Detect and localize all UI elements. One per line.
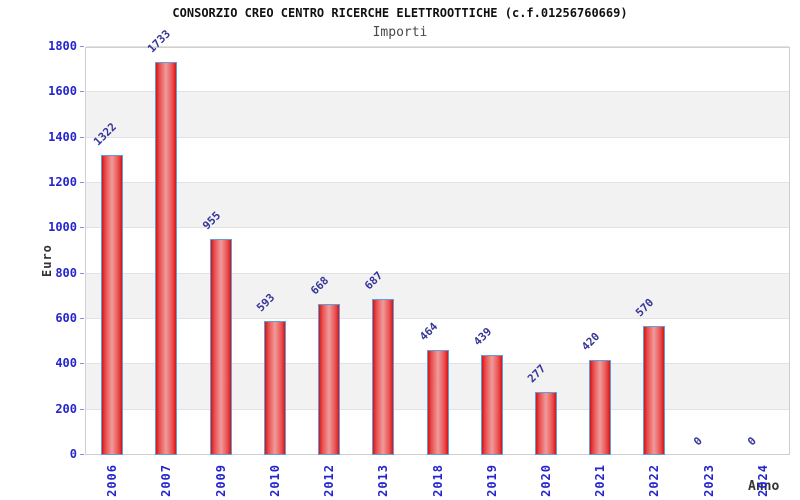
x-tick-label: 2010 bbox=[267, 464, 282, 497]
bar bbox=[372, 299, 395, 455]
x-tick-label: 2024 bbox=[755, 464, 770, 497]
x-tick-label: 2021 bbox=[593, 464, 608, 497]
y-tick-mark bbox=[80, 136, 84, 138]
grid-band bbox=[86, 46, 789, 91]
y-tick-label: 1400 bbox=[48, 129, 77, 144]
bar bbox=[318, 304, 341, 455]
chart-subtitle: Importi bbox=[372, 25, 428, 40]
y-tick-label: 1000 bbox=[48, 220, 77, 235]
plot-area bbox=[85, 46, 790, 455]
y-tick-label: 200 bbox=[55, 401, 77, 416]
chart-title: CONSORZIO CREO CENTRO RICERCHE ELETTROOT… bbox=[172, 6, 628, 20]
x-tick-label: 2009 bbox=[213, 464, 228, 497]
bar bbox=[589, 360, 612, 455]
y-tick-mark bbox=[80, 272, 84, 274]
y-tick-label: 600 bbox=[55, 311, 77, 325]
y-tick-mark bbox=[80, 363, 84, 365]
x-tick-label: 2018 bbox=[430, 464, 445, 497]
bar bbox=[263, 321, 286, 455]
grid-band bbox=[86, 227, 789, 272]
y-tick-label: 1200 bbox=[48, 175, 77, 189]
y-tick-label: 800 bbox=[55, 265, 77, 280]
y-tick-mark bbox=[80, 91, 84, 93]
x-tick-label: 2007 bbox=[159, 464, 174, 497]
bar bbox=[643, 326, 666, 455]
bar bbox=[480, 355, 503, 455]
x-tick-label: 2006 bbox=[105, 464, 120, 497]
x-tick-label: 2022 bbox=[647, 464, 662, 497]
bar bbox=[534, 392, 557, 455]
grid-band bbox=[86, 182, 789, 228]
y-tick-mark bbox=[80, 454, 84, 455]
grid-band bbox=[86, 91, 789, 137]
grid-band bbox=[86, 136, 789, 182]
x-tick-label: 2013 bbox=[376, 464, 391, 497]
x-tick-label: 2019 bbox=[484, 464, 499, 497]
x-tick-label: 2012 bbox=[322, 464, 337, 497]
bar bbox=[209, 239, 232, 455]
y-tick-label: 1600 bbox=[48, 84, 77, 99]
y-tick-mark bbox=[80, 408, 84, 410]
x-tick-label: 2020 bbox=[538, 464, 553, 497]
y-tick-label: 0 bbox=[69, 447, 77, 461]
x-tick-label: 2023 bbox=[701, 464, 716, 497]
grid-band bbox=[86, 318, 789, 363]
grid-band bbox=[86, 272, 789, 318]
x-axis-title: Anno bbox=[748, 479, 780, 494]
bar bbox=[426, 350, 449, 455]
y-tick-mark bbox=[80, 318, 84, 319]
y-tick-mark bbox=[80, 227, 84, 229]
y-tick-label: 1800 bbox=[48, 39, 77, 53]
bar bbox=[155, 62, 178, 455]
y-tick-mark bbox=[80, 182, 84, 183]
y-tick-label: 400 bbox=[55, 356, 77, 371]
bar bbox=[101, 155, 124, 455]
y-tick-mark bbox=[80, 46, 84, 47]
